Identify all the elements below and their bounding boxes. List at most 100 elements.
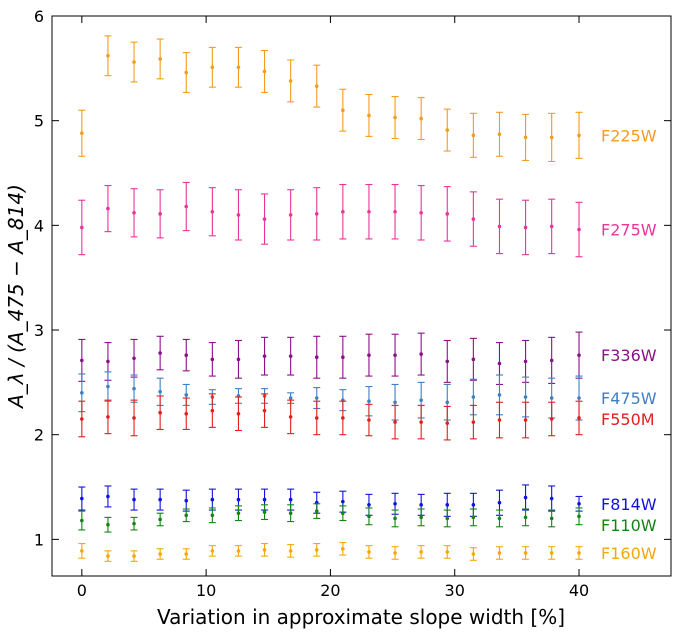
y-axis-title: A_λ / (A_475 − A_814) — [4, 184, 28, 410]
marker — [184, 204, 189, 209]
data-point — [443, 405, 451, 441]
y-tick-label: 1 — [34, 530, 44, 549]
marker — [549, 496, 554, 501]
marker — [367, 113, 371, 118]
data-point — [391, 96, 399, 140]
marker — [158, 552, 162, 556]
data-point — [287, 189, 295, 241]
marker — [262, 548, 267, 552]
marker — [106, 494, 110, 499]
data-point — [78, 338, 86, 382]
data-point — [522, 401, 530, 439]
marker — [132, 60, 136, 64]
marker — [367, 353, 371, 357]
data-point — [365, 93, 373, 137]
series-F475W — [78, 371, 583, 421]
marker — [158, 410, 162, 415]
marker — [132, 521, 136, 526]
marker — [288, 415, 293, 419]
y-tick-label: 6 — [34, 7, 44, 26]
marker — [236, 411, 241, 416]
data-point — [575, 400, 583, 436]
series-layer — [78, 35, 583, 562]
data-point — [156, 335, 164, 371]
data-point — [182, 52, 190, 93]
data-point — [313, 543, 321, 557]
data-point — [182, 181, 190, 232]
data-point — [104, 185, 112, 233]
marker — [419, 420, 423, 424]
marker — [393, 115, 397, 120]
data-point — [575, 201, 583, 258]
data-point — [208, 545, 216, 557]
series-F550M — [78, 393, 583, 441]
data-point — [469, 508, 477, 527]
data-point — [339, 541, 347, 556]
marker — [445, 421, 450, 425]
marker — [341, 416, 345, 420]
data-point — [78, 543, 86, 559]
marker — [549, 516, 554, 521]
data-point — [130, 188, 138, 238]
marker — [471, 503, 476, 507]
marker — [367, 550, 371, 554]
data-point — [261, 193, 269, 245]
data-point — [104, 35, 112, 77]
marker — [158, 389, 162, 394]
marker — [471, 552, 476, 556]
data-point — [287, 504, 295, 523]
marker — [288, 213, 293, 217]
marker — [210, 549, 215, 553]
marker — [106, 53, 110, 58]
marker — [132, 554, 136, 558]
data-point — [156, 189, 164, 239]
marker — [80, 358, 84, 363]
marker — [471, 357, 476, 362]
plot-frame — [51, 15, 672, 577]
marker — [577, 416, 581, 420]
x-tick-label: 20 — [320, 581, 340, 600]
data-point — [469, 547, 477, 561]
marker — [314, 84, 319, 88]
series-F110W — [78, 503, 583, 533]
data-point — [443, 186, 451, 242]
marker — [210, 513, 215, 518]
marker — [367, 503, 371, 507]
marker — [471, 217, 476, 221]
marker — [497, 551, 502, 555]
series-label-F550M: F550M — [601, 410, 655, 429]
marker — [577, 396, 581, 400]
marker — [262, 408, 267, 413]
data-point — [548, 336, 556, 384]
data-point — [208, 488, 216, 511]
marker — [184, 552, 189, 556]
marker — [523, 135, 528, 140]
marker — [288, 549, 293, 553]
data-point — [104, 516, 112, 533]
y-tick-label: 2 — [34, 426, 44, 445]
marker — [445, 212, 450, 216]
marker — [184, 353, 189, 357]
data-point — [575, 111, 583, 159]
data-point — [313, 400, 321, 436]
data-point — [575, 331, 583, 379]
marker — [549, 417, 554, 421]
marker — [497, 500, 502, 505]
data-point — [522, 199, 530, 256]
marker — [288, 396, 293, 400]
marker — [445, 400, 450, 405]
data-point — [575, 507, 583, 526]
data-point — [417, 97, 425, 141]
marker — [471, 395, 476, 399]
y-tick-label: 3 — [34, 321, 44, 340]
data-point — [78, 486, 86, 511]
data-point — [78, 510, 86, 531]
series-labels: F225W F275W F336W F475W F550M F814W F110W F160W — [601, 126, 657, 563]
data-point — [104, 371, 112, 402]
marker — [314, 548, 319, 552]
marker — [341, 355, 345, 360]
marker — [158, 212, 162, 216]
series-label-F336W: F336W — [601, 346, 657, 365]
series-label-F814W: F814W — [601, 495, 657, 514]
data-point — [495, 111, 503, 157]
